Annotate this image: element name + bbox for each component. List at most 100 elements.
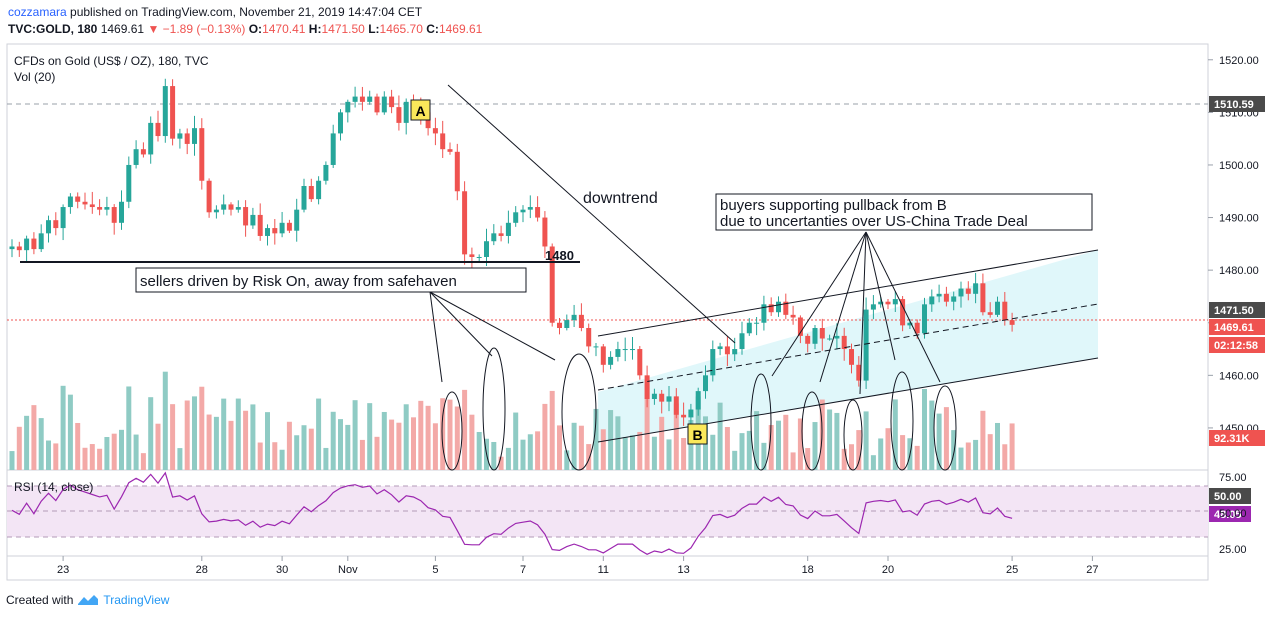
volume-bar (805, 448, 811, 470)
candle-body (637, 349, 643, 376)
volume-bar (111, 433, 117, 470)
candle-body (870, 304, 876, 310)
volume-bar (447, 399, 453, 470)
candle-body (797, 317, 803, 336)
volume-bar (184, 400, 190, 470)
badge-high (1209, 302, 1265, 318)
candle-body (257, 214, 263, 236)
volume-bar (863, 411, 869, 470)
volume-bar (257, 442, 263, 470)
candle-body (476, 257, 482, 258)
candlesticks (9, 78, 1015, 426)
price-tick-label: 1520.00 (1219, 55, 1259, 67)
volume-ellipse-6 (843, 399, 863, 471)
volume-bar (265, 412, 270, 470)
tradingview-link[interactable]: TradingView (103, 593, 170, 607)
created-with-text: Created with (6, 593, 74, 607)
volume-bar (38, 418, 44, 470)
volume-bar (235, 398, 241, 470)
rsi-tick-label: 25.00 (1219, 544, 1247, 556)
candle-body (177, 133, 183, 139)
rsi-line (11, 471, 1013, 555)
tradingview-logo-icon (78, 595, 99, 605)
candle-body (206, 180, 212, 213)
candle-body (46, 220, 51, 234)
time-tick-label: 11 (598, 564, 609, 576)
candle-body (301, 186, 307, 210)
candle-body (630, 349, 635, 351)
buyers-text-1: buyers supporting pullback from B (720, 197, 947, 214)
volume-bar (856, 430, 862, 470)
volume-bar (60, 385, 66, 470)
volume-bar (126, 386, 132, 470)
volume-bar (418, 400, 424, 470)
candle-body (724, 346, 730, 355)
candle-body (338, 112, 343, 134)
ohlc-header: TVC:GOLD, 180 1469.61 ▼ −1.89 (−0.13%) O… (8, 22, 482, 36)
volume-bar (279, 449, 285, 470)
volume-bar (243, 410, 249, 470)
rsi-tick-label: 75.00 (1219, 472, 1247, 484)
candle-body (155, 122, 161, 137)
volume-bar (272, 442, 278, 470)
marker-b-label: B (692, 427, 702, 443)
volume-bar (878, 438, 884, 470)
volume-bar (535, 431, 541, 470)
price-change: ▼ −1.89 (−0.13%) (147, 22, 246, 36)
candle-body (571, 314, 577, 321)
marker-a (410, 99, 431, 121)
candle-body (878, 301, 884, 305)
volume-bar (812, 422, 818, 470)
buyers-arrow-1 (771, 231, 867, 377)
candle-body (469, 254, 475, 257)
candle-body (31, 238, 37, 250)
candle-body (754, 322, 760, 324)
time-tick-label: 28 (196, 564, 208, 576)
buyers-box (715, 193, 1093, 231)
badge-1510-text: 1510.59 (1214, 99, 1254, 111)
candle-body (739, 333, 745, 350)
candle-body (951, 296, 957, 302)
candle-body (520, 209, 526, 213)
channel-lower (597, 357, 1099, 443)
volume-bar (396, 422, 402, 470)
volume-bar (505, 447, 511, 470)
time-tick-label: 7 (520, 564, 526, 576)
candle-body (491, 233, 497, 242)
volume-bar (148, 397, 154, 470)
candle-body (980, 283, 986, 313)
candle-body (578, 314, 584, 328)
volume-bar (761, 442, 767, 470)
candle-body (484, 241, 489, 257)
channel-upper (597, 249, 1099, 337)
volume-bar (651, 436, 657, 470)
candle-body (527, 207, 533, 210)
volume-bar (615, 416, 621, 470)
candle-body (75, 196, 81, 202)
volume-bar (359, 439, 365, 470)
candle-body (586, 328, 592, 347)
candle-body (462, 191, 468, 255)
candle-body (24, 238, 30, 251)
volume-bar (31, 405, 37, 470)
badge-rsi-mid-text: 50.00 (1214, 491, 1242, 503)
badge-rsi-mid (1209, 488, 1251, 504)
volume-bar (140, 453, 146, 470)
candle-body (936, 293, 942, 297)
volume-bar (768, 425, 774, 470)
candle-body (396, 107, 402, 123)
volume-bar (9, 451, 15, 470)
author-link[interactable]: cozzamara (8, 5, 67, 19)
volume-bar (75, 422, 81, 470)
candle-body (389, 96, 395, 108)
candle-body (272, 228, 278, 234)
candle-body (987, 312, 993, 315)
volume-bar (885, 428, 891, 470)
candle-body (213, 209, 219, 213)
candle-body (644, 375, 650, 399)
volume-bar (922, 388, 927, 470)
candle-body (622, 349, 628, 351)
candle-body (703, 375, 708, 392)
volume-legend: Vol (20) (14, 70, 55, 84)
